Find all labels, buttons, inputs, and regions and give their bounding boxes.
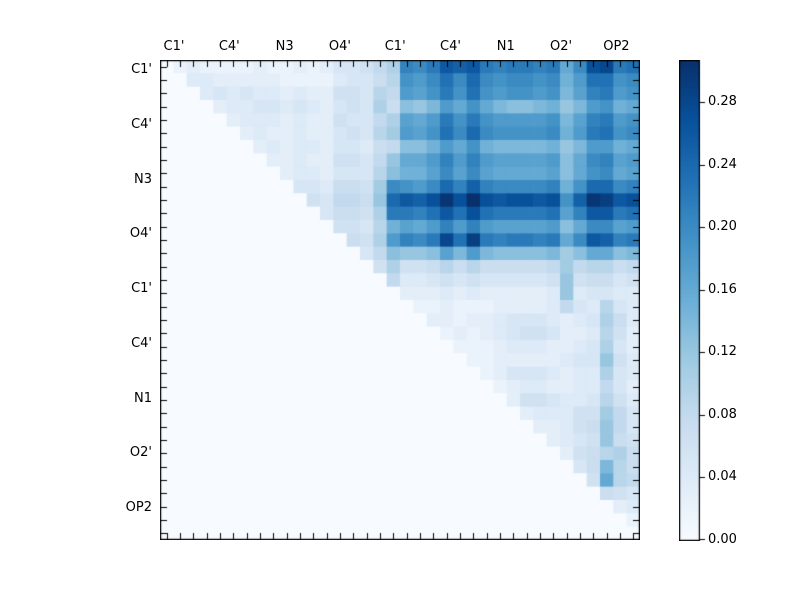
x-tick-label: N1 [496,39,515,54]
colorbar-tick-label: 0.28 [708,94,737,110]
x-tick-label: C4' [440,39,461,54]
colorbar-tick-label: 0.12 [708,344,737,360]
x-tick-label: C4' [218,39,240,54]
x-tick-label: N3 [275,39,294,54]
colorbar-tick-label: 0.16 [708,281,737,297]
colorbar [679,60,709,541]
x-tick-label: C1' [163,39,185,54]
x-tick-label: O2' [550,39,573,54]
y-tick-label: N1 [134,390,152,406]
x-tick-label: C1' [384,39,406,54]
colorbar-tick-label: 0.24 [708,156,737,172]
x-tick-label: OP2 [603,39,630,54]
y-tick-label: OP2 [125,500,152,515]
y-tick-label: C4' [131,116,152,132]
heatmap-canvas [160,60,640,540]
colorbar-tick-label: 0.08 [708,406,737,422]
y-tick-label: O2' [129,445,152,461]
colorbar-tick-label: 0.00 [708,532,737,547]
x-tick-label: O4' [328,39,351,54]
colorbar-tick-label: 0.20 [708,219,737,235]
y-tick-label: O4' [129,226,152,242]
colorbar-tick-label: 0.04 [708,469,737,485]
y-tick-label: C4' [131,335,152,351]
y-tick-label: C1' [131,62,152,77]
y-tick-label: N3 [134,171,152,187]
y-tick-label: C1' [131,281,152,296]
